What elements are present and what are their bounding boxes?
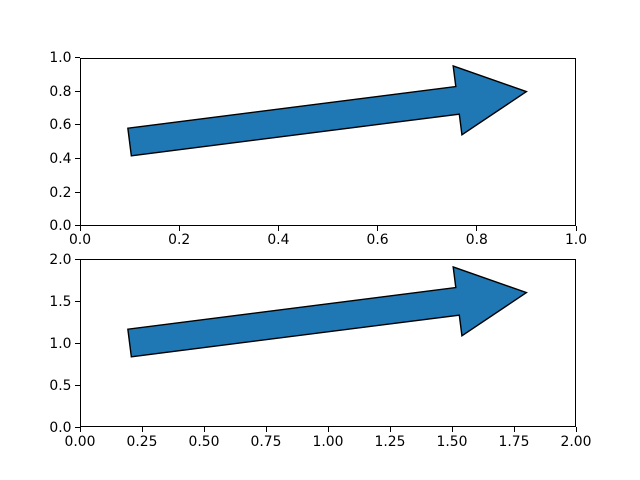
y-tick-label: 0.8 bbox=[49, 83, 72, 100]
x-tick bbox=[327, 427, 329, 433]
x-tick bbox=[575, 427, 577, 433]
x-tick-label: 0.0 bbox=[68, 232, 92, 249]
y-tick-label: 0.2 bbox=[49, 184, 72, 201]
fancy-arrow-bottom bbox=[127, 266, 528, 358]
x-tick-label: 1.00 bbox=[312, 433, 344, 450]
y-tick bbox=[75, 57, 80, 59]
y-tick-label: 1.0 bbox=[49, 50, 72, 67]
y-tick-label: 1.0 bbox=[49, 335, 72, 352]
x-tick bbox=[575, 225, 577, 231]
y-tick bbox=[75, 300, 80, 302]
y-tick-label: 0.6 bbox=[49, 117, 72, 134]
axes-bottom bbox=[80, 259, 576, 428]
fancy-arrow-top bbox=[127, 64, 528, 157]
x-tick bbox=[203, 427, 205, 433]
x-tick bbox=[141, 427, 143, 433]
x-tick bbox=[277, 225, 279, 231]
y-tick bbox=[75, 342, 80, 344]
y-tick bbox=[75, 191, 80, 193]
y-tick-label: 1.5 bbox=[49, 293, 72, 310]
x-tick bbox=[79, 225, 81, 231]
x-tick-label: 0.75 bbox=[250, 433, 282, 450]
x-tick bbox=[79, 427, 81, 433]
x-tick bbox=[451, 427, 453, 433]
y-tick bbox=[75, 426, 80, 428]
x-tick bbox=[265, 427, 267, 433]
y-tick bbox=[75, 157, 80, 159]
x-tick-label: 1.25 bbox=[374, 433, 406, 450]
x-tick-label: 1.0 bbox=[564, 232, 588, 249]
axes-frame bbox=[80, 259, 576, 428]
x-tick bbox=[178, 225, 180, 231]
x-tick bbox=[513, 427, 515, 433]
y-tick-label: 0.5 bbox=[49, 377, 72, 394]
y-tick-label: 0.0 bbox=[49, 419, 72, 436]
x-tick-label: 0.6 bbox=[366, 232, 389, 249]
y-tick bbox=[75, 90, 80, 92]
x-tick-label: 1.75 bbox=[498, 433, 530, 450]
x-tick-label: 0.2 bbox=[168, 232, 191, 249]
x-tick bbox=[389, 427, 391, 433]
x-tick-label: 2.00 bbox=[560, 433, 592, 450]
y-tick bbox=[75, 124, 80, 126]
x-tick-label: 0.50 bbox=[188, 433, 220, 450]
x-tick bbox=[377, 225, 379, 231]
y-tick bbox=[75, 225, 80, 227]
x-tick-label: 1.50 bbox=[436, 433, 468, 450]
y-tick bbox=[75, 384, 80, 386]
y-tick bbox=[75, 258, 80, 260]
x-tick-label: 0.4 bbox=[267, 232, 290, 249]
x-tick-label: 0.25 bbox=[126, 433, 158, 450]
y-tick-label: 2.0 bbox=[49, 251, 72, 268]
y-tick-label: 0.4 bbox=[49, 150, 72, 167]
x-tick-label: 0.8 bbox=[465, 232, 488, 249]
x-tick-label: 0.00 bbox=[64, 433, 96, 450]
axes-frame bbox=[80, 57, 576, 226]
axes-top bbox=[80, 57, 576, 226]
x-tick bbox=[476, 225, 478, 231]
y-tick-label: 0.0 bbox=[49, 218, 72, 235]
